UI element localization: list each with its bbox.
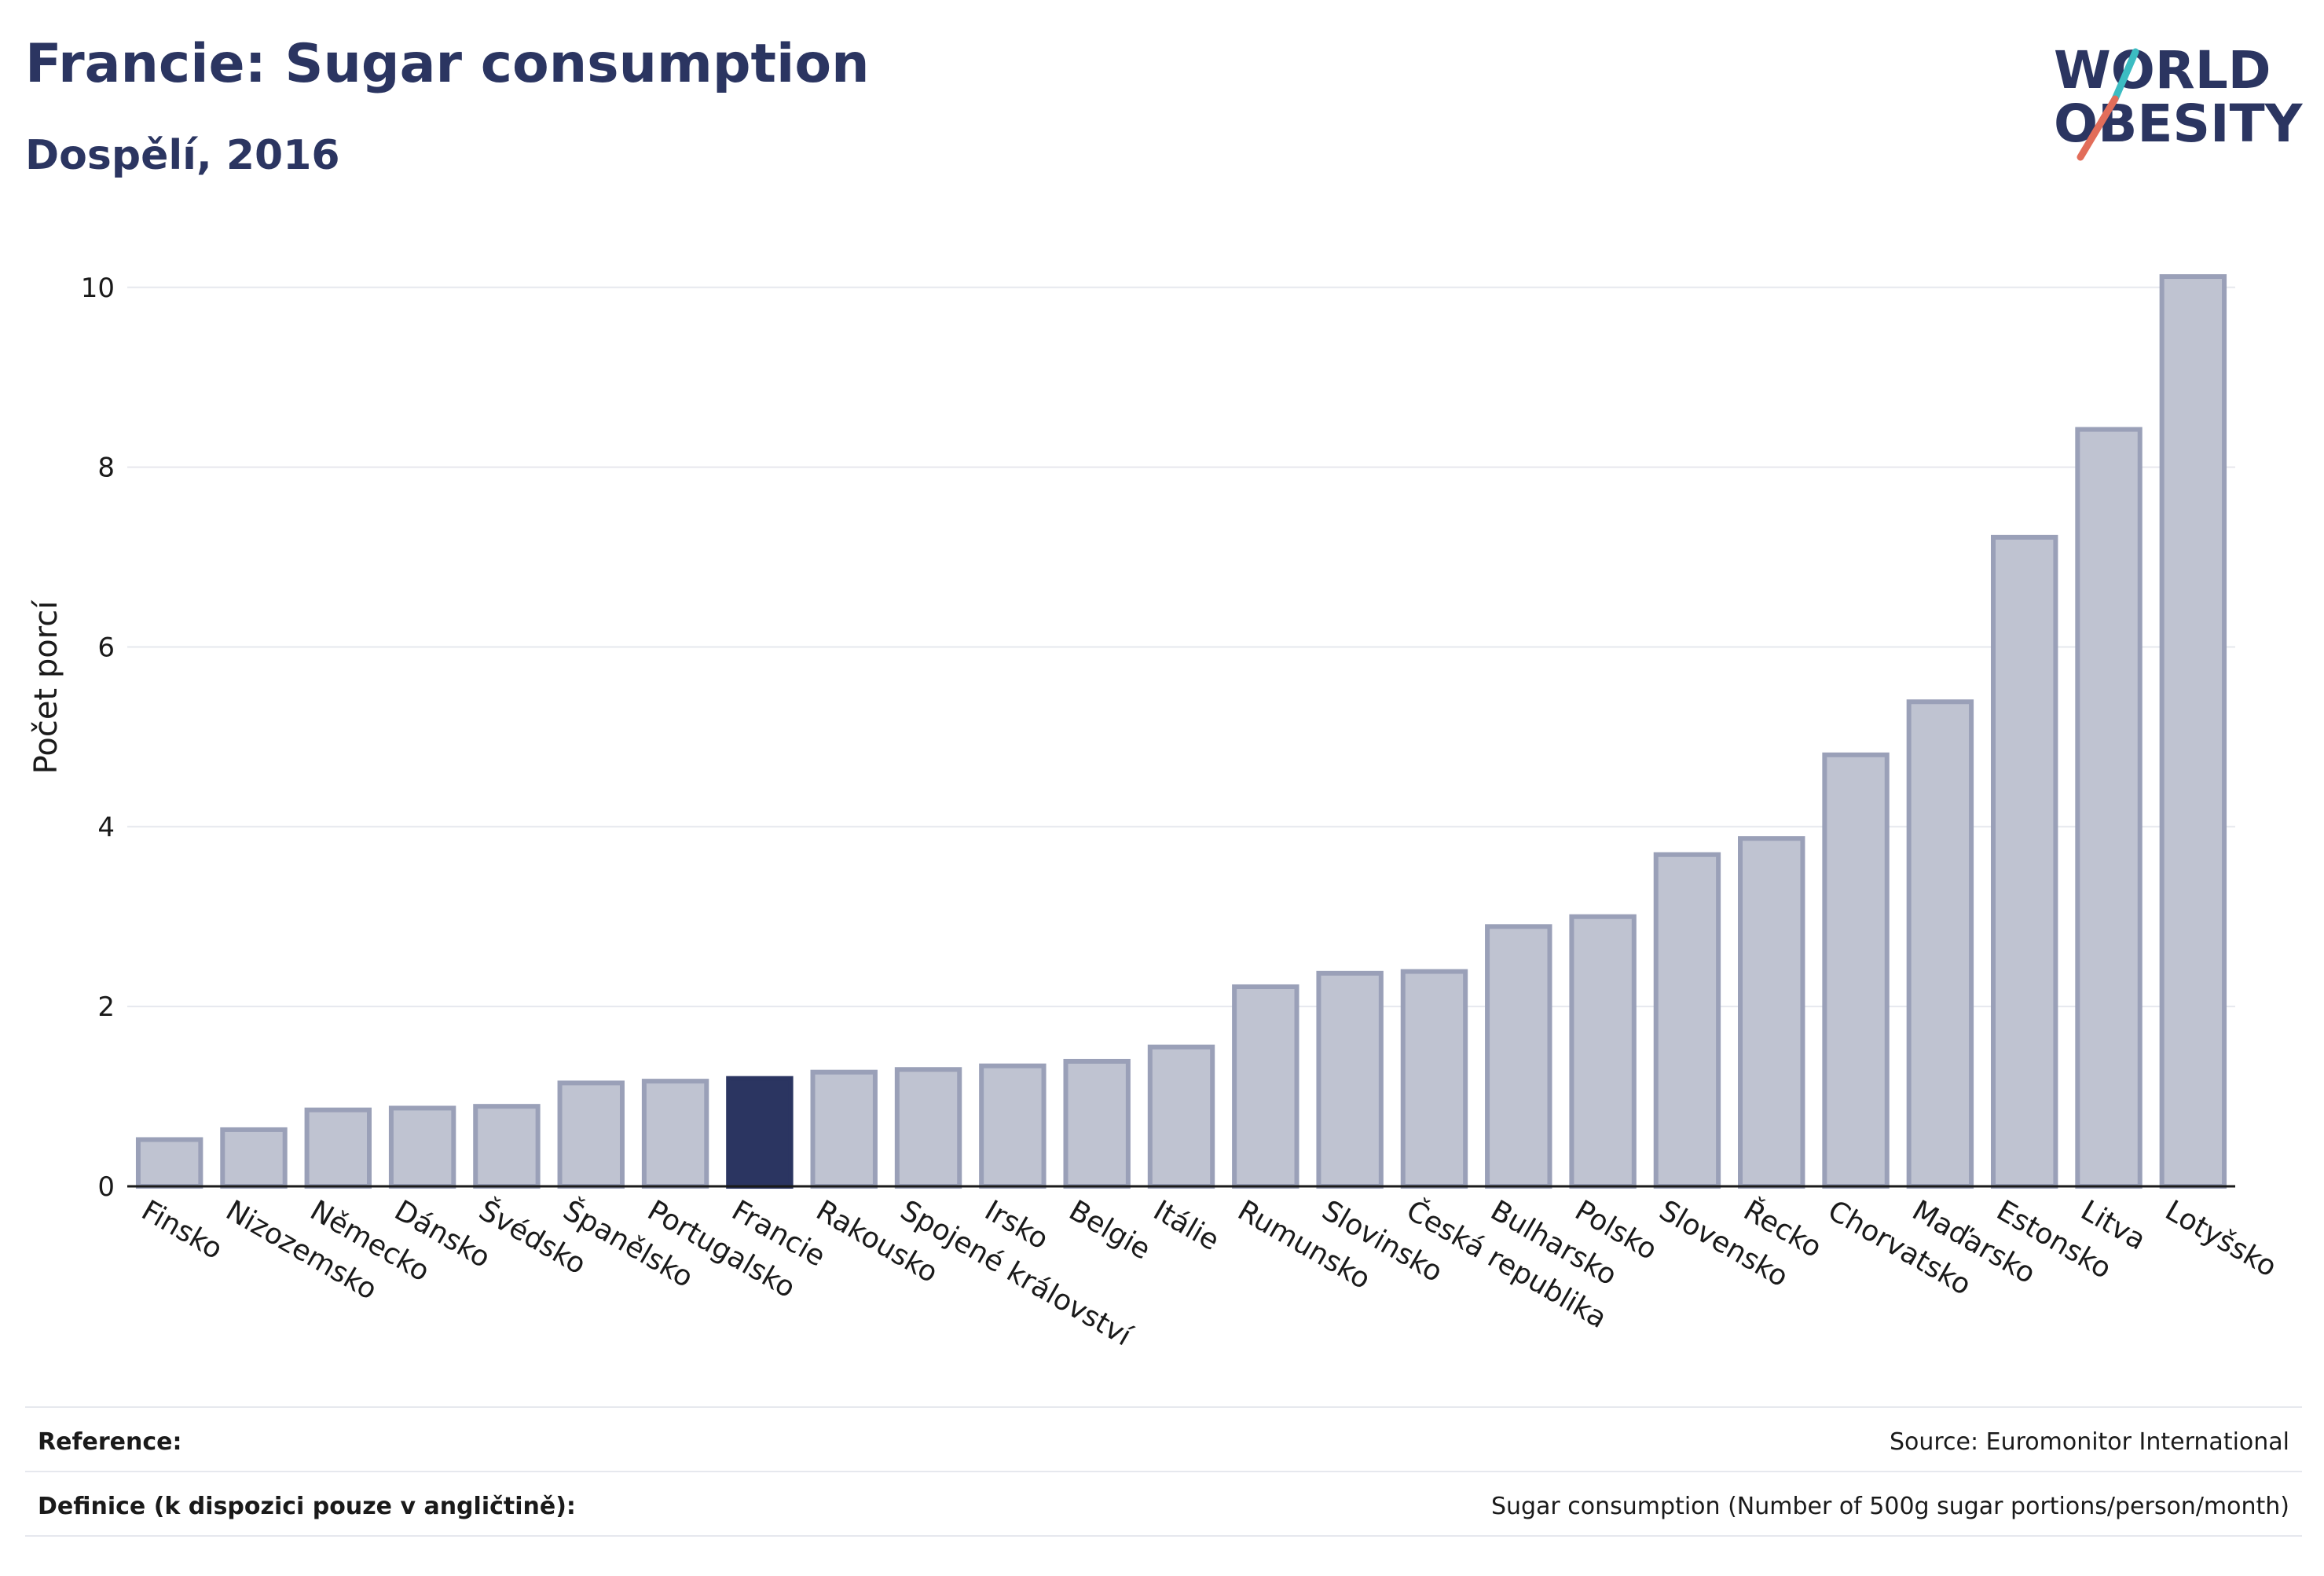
y-axis-ticks: 0 2 4 6 8 10 <box>81 273 115 1203</box>
bar-8 <box>810 1069 878 1189</box>
bar-10 <box>979 1063 1047 1189</box>
world-obesity-logo: WORLD OBESITY <box>2054 40 2304 161</box>
bar-15 <box>1400 969 1468 1189</box>
reference-label: Reference: <box>38 1428 182 1456</box>
bar-1 <box>220 1127 288 1189</box>
bar-22 <box>1990 534 2058 1189</box>
bar-24 <box>2159 274 2227 1189</box>
y-tick-label: 6 <box>97 632 115 663</box>
bar-11 <box>1063 1058 1131 1189</box>
y-tick-label: 8 <box>97 453 115 484</box>
bar-13 <box>1232 984 1299 1189</box>
y-tick-label: 10 <box>81 273 115 304</box>
footer-reference-row: Reference: Source: Euromonitor Internati… <box>25 1406 2302 1472</box>
bars <box>135 274 2227 1189</box>
bar-3 <box>388 1105 456 1189</box>
logo-line-obesity: OBESITY <box>2054 93 2304 154</box>
y-tick-label: 4 <box>97 812 115 843</box>
bar-5 <box>557 1080 625 1189</box>
bar-21 <box>1906 699 1974 1189</box>
bar-6 <box>641 1079 709 1189</box>
bar-17 <box>1569 914 1637 1189</box>
definition-value: Sugar consumption (Number of 500g sugar … <box>1490 1493 2289 1520</box>
bar-20 <box>1822 752 1890 1189</box>
footer-divider <box>25 1535 2302 1537</box>
x-tick-label: Itálie <box>1148 1194 1225 1257</box>
x-tick-label: Finsko <box>136 1194 228 1266</box>
definition-label: Definice (k dispozici pouze v angličtině… <box>38 1493 576 1520</box>
x-axis-labels: FinskoNizozemskoNěmeckoDánskoŠvédskoŠpan… <box>136 1193 2282 1353</box>
bar-23 <box>2075 427 2143 1189</box>
bar-12 <box>1147 1044 1215 1189</box>
bar-7 <box>726 1076 794 1189</box>
logo-line-world: WORLD <box>2054 40 2271 101</box>
bar-18 <box>1653 852 1721 1189</box>
reference-value: Source: Euromonitor International <box>1889 1428 2289 1456</box>
bar-2 <box>304 1107 372 1189</box>
bar-9 <box>894 1067 962 1189</box>
y-tick-label: 0 <box>97 1171 115 1203</box>
x-tick-label: Belgie <box>1064 1194 1156 1266</box>
bar-19 <box>1738 836 1805 1189</box>
chart-title: Francie: Sugar consumption <box>25 33 870 95</box>
chart-subtitle: Dospělí, 2016 <box>25 132 340 179</box>
bar-14 <box>1316 970 1384 1189</box>
footer-definition-row: Definice (k dispozici pouze v angličtině… <box>25 1471 2302 1537</box>
bar-16 <box>1485 924 1552 1189</box>
logo-slash-bottom <box>2077 95 2119 161</box>
x-tick-label: Lotyšsko <box>2160 1194 2282 1283</box>
bar-4 <box>473 1104 541 1189</box>
bar-0 <box>135 1137 203 1189</box>
bar-chart: 0 2 4 6 8 10 FinskoNizozemskoNěmeckoDánskoŠvé… <box>28 273 2282 1353</box>
y-tick-label: 2 <box>97 991 115 1023</box>
y-axis-label: Počet porcí <box>28 599 64 775</box>
logo-slash-top <box>2111 48 2139 103</box>
